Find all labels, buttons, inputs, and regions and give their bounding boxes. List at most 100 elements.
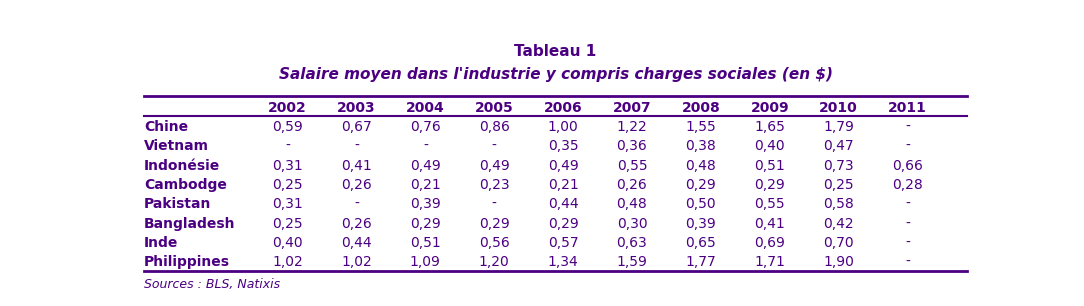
Text: 0,29: 0,29 xyxy=(479,217,509,230)
Text: 1,90: 1,90 xyxy=(823,255,854,269)
Text: -: - xyxy=(905,217,909,230)
Text: 2008: 2008 xyxy=(682,101,720,115)
Text: Cambodge: Cambodge xyxy=(144,178,227,192)
Text: 2002: 2002 xyxy=(268,101,307,115)
Text: -: - xyxy=(354,139,359,153)
Text: 0,42: 0,42 xyxy=(824,217,854,230)
Text: Pakistan: Pakistan xyxy=(144,197,211,211)
Text: 0,29: 0,29 xyxy=(547,217,579,230)
Text: 1,22: 1,22 xyxy=(617,120,647,134)
Text: 2007: 2007 xyxy=(612,101,651,115)
Text: -: - xyxy=(423,139,428,153)
Text: 2006: 2006 xyxy=(544,101,582,115)
Text: -: - xyxy=(905,236,909,250)
Text: 0,26: 0,26 xyxy=(341,217,372,230)
Text: 0,39: 0,39 xyxy=(410,197,441,211)
Text: 0,31: 0,31 xyxy=(272,197,302,211)
Text: 0,36: 0,36 xyxy=(617,139,647,153)
Text: 0,38: 0,38 xyxy=(685,139,717,153)
Text: -: - xyxy=(905,139,909,153)
Text: 0,66: 0,66 xyxy=(892,159,922,173)
Text: 0,50: 0,50 xyxy=(685,197,717,211)
Text: 1,59: 1,59 xyxy=(617,255,647,269)
Text: -: - xyxy=(492,197,496,211)
Text: 0,21: 0,21 xyxy=(410,178,441,192)
Text: Indonésie: Indonésie xyxy=(144,159,220,173)
Text: 0,29: 0,29 xyxy=(410,217,441,230)
Text: Sources : BLS, Natixis: Sources : BLS, Natixis xyxy=(144,278,280,291)
Text: 1,02: 1,02 xyxy=(341,255,372,269)
Text: 0,69: 0,69 xyxy=(754,236,785,250)
Text: 0,44: 0,44 xyxy=(341,236,372,250)
Text: -: - xyxy=(492,139,496,153)
Text: 0,35: 0,35 xyxy=(547,139,579,153)
Text: 1,77: 1,77 xyxy=(685,255,717,269)
Text: 1,02: 1,02 xyxy=(272,255,302,269)
Text: 0,59: 0,59 xyxy=(272,120,302,134)
Text: 0,29: 0,29 xyxy=(754,178,785,192)
Text: 0,67: 0,67 xyxy=(341,120,372,134)
Text: 0,47: 0,47 xyxy=(824,139,854,153)
Text: 0,70: 0,70 xyxy=(824,236,854,250)
Text: 1,79: 1,79 xyxy=(823,120,854,134)
Text: 2011: 2011 xyxy=(888,101,927,115)
Text: 0,44: 0,44 xyxy=(547,197,579,211)
Text: 1,71: 1,71 xyxy=(754,255,785,269)
Text: 1,55: 1,55 xyxy=(685,120,717,134)
Text: 0,73: 0,73 xyxy=(824,159,854,173)
Text: -: - xyxy=(905,120,909,134)
Text: 0,51: 0,51 xyxy=(754,159,785,173)
Text: 0,48: 0,48 xyxy=(685,159,717,173)
Text: 0,76: 0,76 xyxy=(410,120,441,134)
Text: 0,55: 0,55 xyxy=(754,197,785,211)
Text: 0,21: 0,21 xyxy=(547,178,579,192)
Text: 0,25: 0,25 xyxy=(272,178,302,192)
Text: Philippines: Philippines xyxy=(144,255,230,269)
Text: -: - xyxy=(285,139,291,153)
Text: 2004: 2004 xyxy=(406,101,444,115)
Text: 0,48: 0,48 xyxy=(617,197,647,211)
Text: 0,41: 0,41 xyxy=(754,217,785,230)
Text: 0,58: 0,58 xyxy=(823,197,854,211)
Text: 0,56: 0,56 xyxy=(479,236,509,250)
Text: -: - xyxy=(905,255,909,269)
Text: 0,41: 0,41 xyxy=(341,159,372,173)
Text: 2010: 2010 xyxy=(820,101,859,115)
Text: 0,49: 0,49 xyxy=(547,159,579,173)
Text: Chine: Chine xyxy=(144,120,188,134)
Text: -: - xyxy=(905,197,909,211)
Text: 1,34: 1,34 xyxy=(547,255,579,269)
Text: Vietnam: Vietnam xyxy=(144,139,209,153)
Text: 2009: 2009 xyxy=(750,101,789,115)
Text: 1,20: 1,20 xyxy=(479,255,509,269)
Text: 1,09: 1,09 xyxy=(410,255,441,269)
Text: Salaire moyen dans l'industrie y compris charges sociales (en $): Salaire moyen dans l'industrie y compris… xyxy=(279,67,833,82)
Text: 0,23: 0,23 xyxy=(479,178,509,192)
Text: Tableau 1: Tableau 1 xyxy=(515,44,596,59)
Text: 0,40: 0,40 xyxy=(272,236,302,250)
Text: -: - xyxy=(354,197,359,211)
Text: 0,57: 0,57 xyxy=(547,236,579,250)
Text: Inde: Inde xyxy=(144,236,178,250)
Text: 0,65: 0,65 xyxy=(685,236,717,250)
Text: 0,25: 0,25 xyxy=(824,178,854,192)
Text: 0,55: 0,55 xyxy=(617,159,647,173)
Text: 0,49: 0,49 xyxy=(479,159,509,173)
Text: 0,40: 0,40 xyxy=(754,139,785,153)
Text: 0,29: 0,29 xyxy=(685,178,717,192)
Text: 0,86: 0,86 xyxy=(479,120,509,134)
Text: 0,49: 0,49 xyxy=(410,159,441,173)
Text: 0,31: 0,31 xyxy=(272,159,302,173)
Text: 0,30: 0,30 xyxy=(617,217,647,230)
Text: 0,51: 0,51 xyxy=(410,236,441,250)
Text: 2003: 2003 xyxy=(337,101,376,115)
Text: 1,65: 1,65 xyxy=(754,120,785,134)
Text: 2005: 2005 xyxy=(475,101,514,115)
Text: 0,39: 0,39 xyxy=(685,217,717,230)
Text: 0,25: 0,25 xyxy=(272,217,302,230)
Text: Bangladesh: Bangladesh xyxy=(144,217,235,230)
Text: 0,26: 0,26 xyxy=(341,178,372,192)
Text: 0,63: 0,63 xyxy=(617,236,647,250)
Text: 0,26: 0,26 xyxy=(617,178,647,192)
Text: 1,00: 1,00 xyxy=(547,120,579,134)
